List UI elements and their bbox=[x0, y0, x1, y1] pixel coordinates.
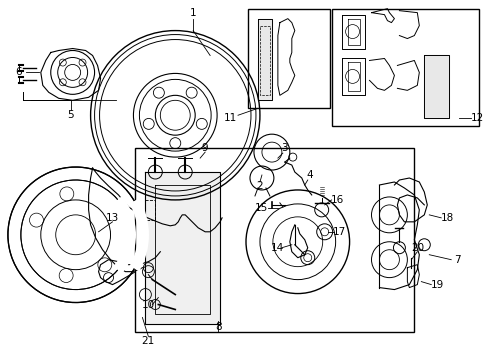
Polygon shape bbox=[424, 55, 449, 118]
Text: 2: 2 bbox=[257, 181, 263, 191]
Text: 8: 8 bbox=[215, 323, 221, 332]
Text: 20: 20 bbox=[411, 243, 424, 253]
Text: 6: 6 bbox=[16, 67, 22, 77]
Text: 5: 5 bbox=[67, 110, 74, 120]
Polygon shape bbox=[258, 19, 272, 100]
Bar bbox=[332, 9, 479, 126]
Text: 9: 9 bbox=[202, 143, 208, 153]
Text: 14: 14 bbox=[271, 243, 285, 253]
Text: 16: 16 bbox=[331, 195, 344, 205]
Text: 19: 19 bbox=[431, 280, 444, 289]
Text: 7: 7 bbox=[454, 255, 461, 265]
Bar bbox=[135, 148, 415, 332]
Text: 17: 17 bbox=[333, 227, 346, 237]
Polygon shape bbox=[146, 172, 220, 324]
Text: 11: 11 bbox=[223, 113, 237, 123]
Text: 18: 18 bbox=[441, 213, 454, 223]
Text: 15: 15 bbox=[255, 203, 269, 213]
Bar bbox=[248, 9, 330, 108]
Text: 10: 10 bbox=[142, 300, 155, 310]
Text: 12: 12 bbox=[470, 113, 484, 123]
Text: 1: 1 bbox=[190, 8, 196, 18]
Text: 4: 4 bbox=[306, 170, 313, 180]
Text: 21: 21 bbox=[142, 336, 155, 346]
Text: 13: 13 bbox=[106, 213, 119, 223]
Text: 3: 3 bbox=[282, 143, 288, 153]
